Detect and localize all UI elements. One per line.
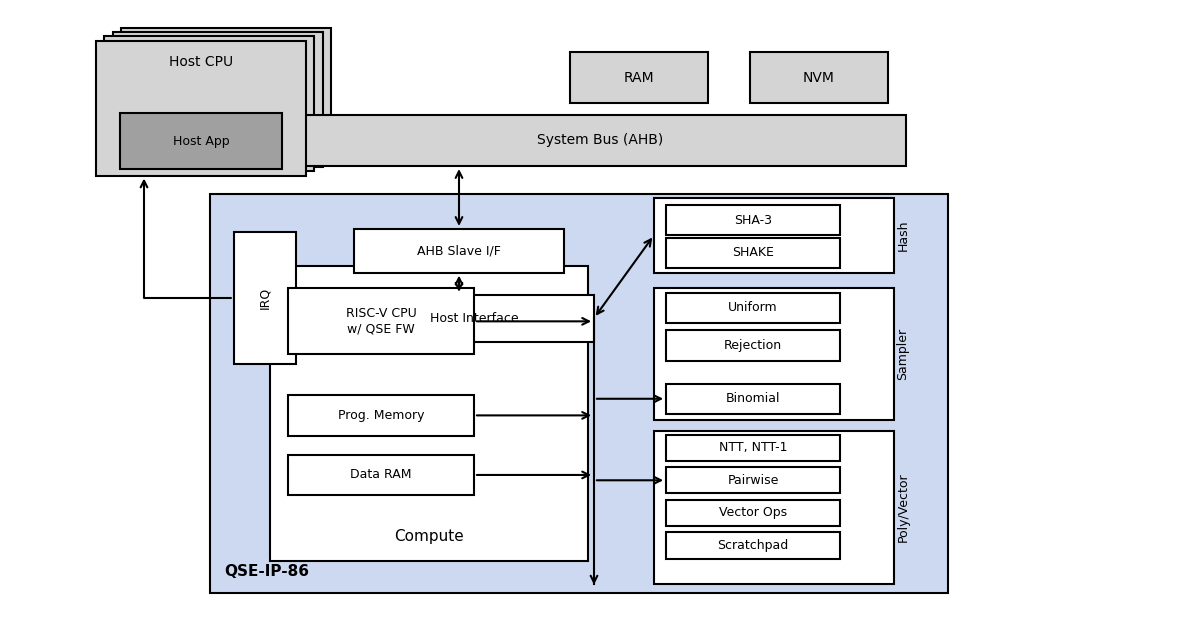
Text: Host CPU: Host CPU [169,55,233,68]
Bar [666,293,840,323]
Bar [666,330,840,361]
Text: SHA-3: SHA-3 [734,214,772,226]
Text: Binomial: Binomial [726,393,780,405]
Text: NTT, NTT-1: NTT, NTT-1 [719,441,787,454]
Text: Data RAM: Data RAM [350,468,412,482]
Bar [666,205,840,235]
Text: NVM: NVM [803,71,835,85]
Text: RISC-V CPU
w/ QSE FW: RISC-V CPU w/ QSE FW [346,307,416,335]
Text: QSE-IP-86: QSE-IP-86 [224,564,310,579]
Text: IRQ: IRQ [259,287,271,309]
Bar [666,532,840,559]
Bar [666,384,840,414]
Text: Rejection: Rejection [724,339,782,352]
Text: Compute: Compute [394,529,464,544]
Bar [294,115,906,166]
Bar [354,295,594,342]
Bar [113,32,323,167]
Bar [654,288,894,420]
Text: Uniform: Uniform [728,302,778,314]
Text: Host App: Host App [173,135,229,147]
Bar [288,455,474,495]
Bar [666,435,840,461]
Bar [750,52,888,103]
Bar [270,266,588,561]
Text: Pairwise: Pairwise [727,474,779,487]
Bar [210,194,948,593]
Bar [120,113,282,169]
Bar [666,500,840,526]
Bar [666,238,840,268]
Text: Prog. Memory: Prog. Memory [337,409,425,422]
Text: Vector Ops: Vector Ops [719,507,787,519]
Text: Sampler: Sampler [896,328,910,381]
Text: SHAKE: SHAKE [732,246,774,259]
Bar [654,431,894,584]
Text: Host Interface: Host Interface [430,312,518,325]
Text: System Bus (AHB): System Bus (AHB) [536,134,664,147]
Bar [288,288,474,354]
Bar [104,36,314,171]
Bar [666,467,840,493]
Text: Poly/Vector: Poly/Vector [896,473,910,542]
Bar [354,229,564,273]
Bar [96,41,306,176]
Bar [654,198,894,273]
Text: Hash: Hash [896,219,910,251]
Bar [288,395,474,436]
Bar [121,28,331,162]
Text: AHB Slave I/F: AHB Slave I/F [418,245,500,257]
Text: RAM: RAM [624,71,654,85]
Bar [234,232,296,364]
Text: Scratchpad: Scratchpad [718,539,788,552]
Bar [570,52,708,103]
